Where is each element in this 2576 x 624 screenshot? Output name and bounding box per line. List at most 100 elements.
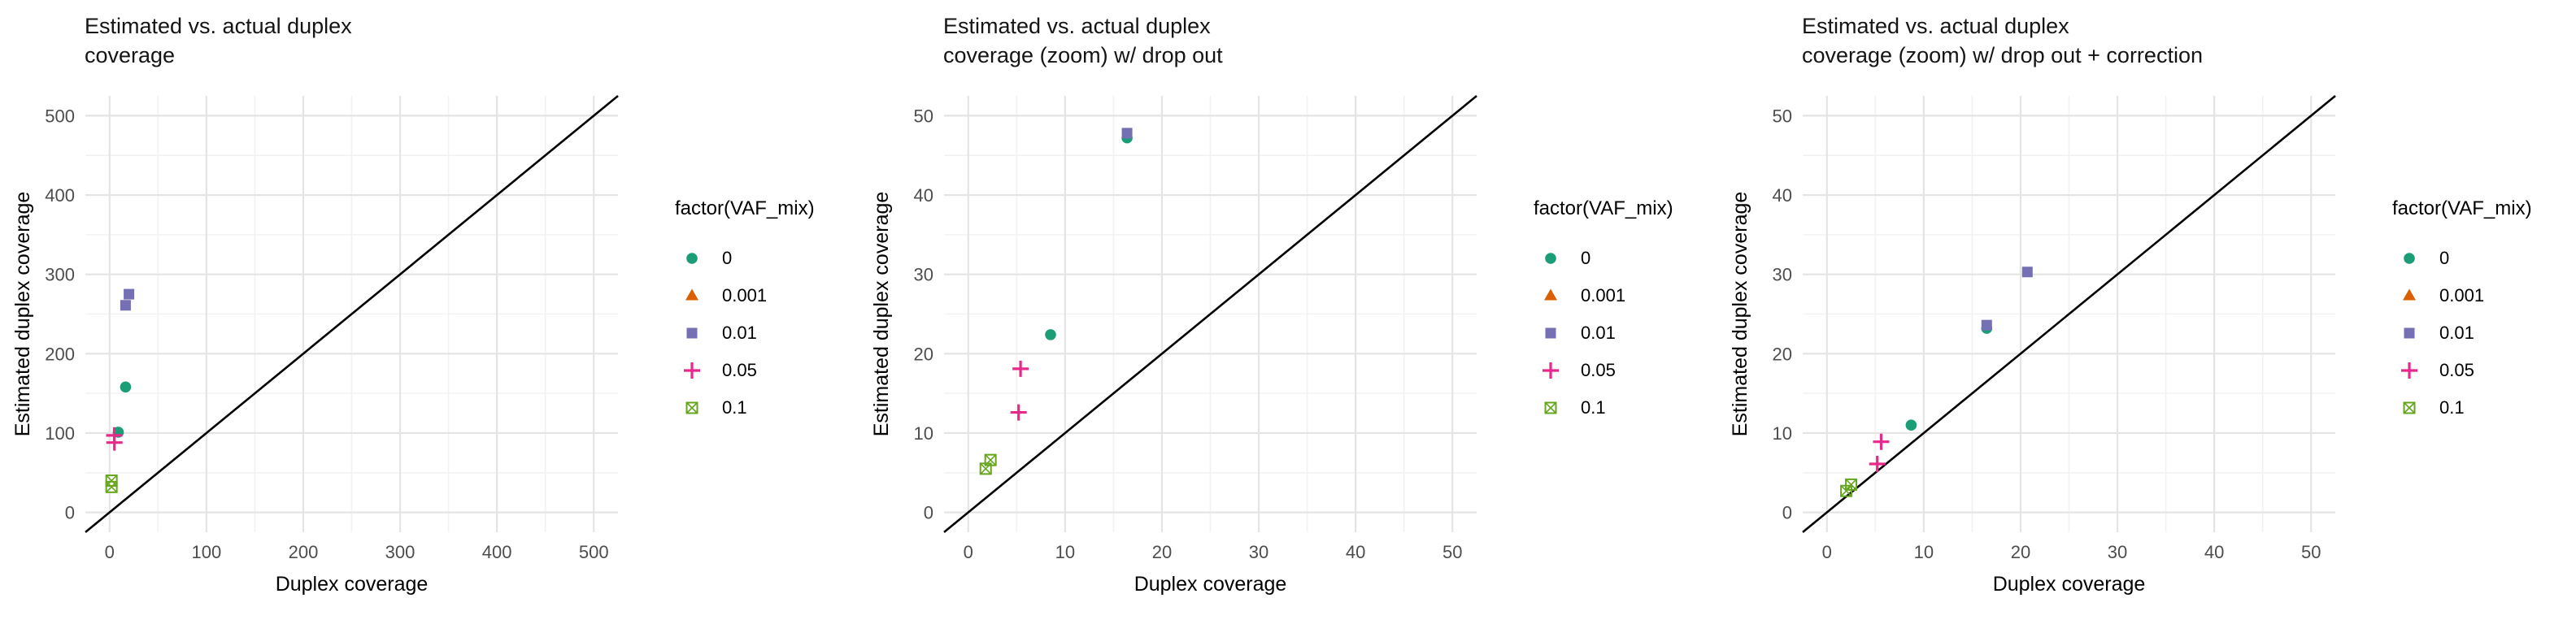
data-point	[1545, 253, 1556, 264]
legend-title: factor(VAF_mix)	[675, 197, 815, 219]
legend-title: factor(VAF_mix)	[2392, 197, 2532, 219]
data-point	[120, 381, 132, 393]
y-axis-title: Estimated duplex coverage	[1729, 192, 1751, 437]
x-tick-label: 0	[1822, 542, 1832, 562]
x-axis-title: Duplex coverage	[1993, 573, 2146, 596]
circle-legend-key-icon	[1545, 253, 1556, 264]
data-point	[2403, 401, 2416, 414]
x-tick-label: 40	[2204, 542, 2224, 562]
x-tick-label: 20	[1152, 542, 1172, 562]
boxed-x-legend-key-icon	[1544, 401, 1557, 414]
y-axis-title: Estimated duplex coverage	[870, 192, 893, 437]
legend-item: 0.01	[2392, 314, 2532, 352]
data-point	[1840, 484, 1853, 497]
grid-minor	[85, 96, 618, 532]
chart-title: Estimated vs. actual duplex coverage	[85, 14, 352, 67]
data-point	[105, 474, 118, 488]
legend-item-label: 0.05	[2439, 360, 2474, 380]
y-tick-label: 100	[45, 423, 75, 444]
x-tick-label: 30	[1249, 542, 1268, 562]
data-point	[1981, 319, 1992, 331]
legend-item-label: 0.1	[722, 397, 747, 418]
square-legend-key-icon	[1545, 327, 1556, 339]
circle-legend-key-icon	[2404, 253, 2415, 264]
legend-item-label: 0.001	[2439, 285, 2485, 306]
grid-major	[944, 96, 1477, 532]
y-tick-label: 30	[914, 265, 933, 285]
y-tick-label: 30	[1773, 265, 1792, 285]
legend: factor(VAF_mix) 0 0.001 0.01 0.05 0.1	[1534, 197, 1673, 427]
data-point	[2021, 266, 2033, 278]
x-tick-label: 0	[964, 542, 973, 562]
data-point	[2404, 327, 2415, 339]
square-legend-key-icon	[2404, 327, 2415, 339]
data-point	[2403, 288, 2416, 301]
data-point	[1544, 401, 1557, 414]
x-axis-title: Duplex coverage	[276, 573, 429, 596]
legend-item-label: 0.1	[2439, 397, 2465, 418]
x-tick-label: 100	[192, 542, 222, 562]
triangle-legend-key-icon	[1544, 288, 1557, 301]
x-tick-label: 0	[105, 542, 115, 562]
data-point	[106, 434, 123, 451]
x-tick-label: 40	[1346, 542, 1365, 562]
chart-duplex-coverage: Estimated vs. actual duplex coverage 0 10…	[0, 0, 859, 624]
y-tick-label: 400	[45, 185, 75, 206]
y-tick-label: 300	[45, 265, 75, 285]
data-point	[1873, 433, 1890, 450]
y-tick-label: 10	[1773, 423, 1792, 444]
chart-duplex-coverage-zoom-dropout-correction: Estimated vs. actual duplex coverage (zo…	[1717, 0, 2576, 624]
legend-item-label: 0.01	[1581, 323, 1616, 343]
data-point	[686, 253, 698, 264]
chart-title: Estimated vs. actual duplex coverage (zo…	[943, 14, 1223, 67]
y-tick-label: 500	[45, 106, 75, 126]
legend-item-label: 0.1	[1581, 397, 1606, 418]
y-tick-label: 0	[924, 503, 933, 523]
x-tick-label: 10	[1914, 542, 1934, 562]
legend-items: 0 0.001 0.01 0.05 0.1	[2392, 240, 2532, 427]
data-point	[2401, 362, 2417, 379]
legend-title: factor(VAF_mix)	[1534, 197, 1673, 219]
legend-item-label: 0.001	[722, 285, 768, 306]
identity-line	[85, 94, 619, 534]
legend-item-label: 0	[2439, 248, 2450, 268]
legend-item: 0.01	[675, 314, 815, 352]
legend-item: 0.001	[675, 277, 815, 314]
data-point	[105, 480, 118, 493]
legend-item: 0.1	[1534, 389, 1673, 427]
y-tick-label: 50	[1773, 106, 1792, 126]
x-tick-label: 400	[482, 542, 512, 562]
data-point	[685, 288, 698, 301]
x-axis-title: Duplex coverage	[1134, 573, 1287, 596]
chart-title: Estimated vs. actual duplex coverage (zo…	[1802, 14, 2203, 67]
y-tick-label: 10	[914, 423, 933, 444]
data-point	[684, 362, 700, 379]
grid-minor	[944, 96, 1477, 532]
legend-item-label: 0.05	[722, 360, 757, 380]
data-point	[686, 327, 698, 339]
plus-legend-key-icon	[2401, 362, 2417, 379]
data-point	[120, 300, 131, 311]
circle-legend-key-icon	[686, 253, 698, 264]
y-axis-title: Estimated duplex coverage	[11, 192, 34, 437]
data-point	[1905, 419, 1917, 431]
x-tick-label: 10	[1055, 542, 1075, 562]
legend-item-label: 0.05	[1581, 360, 1616, 380]
tick-labels: 0 10 20 30 40 50 0 10 20 30 40 50	[914, 106, 1463, 562]
grid-major	[1803, 96, 2335, 532]
data-point	[685, 401, 698, 414]
x-tick-label: 30	[2108, 542, 2127, 562]
scatter-panel: 0 10 20 30 40 50 0 10 20 30 40 50 Duplex coverage Est…	[1729, 94, 2336, 596]
legend-items: 0 0.001 0.01 0.05 0.1	[675, 240, 815, 427]
legend-item: 0.1	[2392, 389, 2532, 427]
legend-item: 0	[2392, 240, 2532, 277]
x-tick-label: 200	[289, 542, 319, 562]
legend-item-label: 0.01	[2439, 323, 2474, 343]
plus-legend-key-icon	[684, 362, 700, 379]
tick-labels: 0 100 200 300 400 500 0 100 200 300 400 500	[45, 106, 608, 562]
legend: factor(VAF_mix) 0 0.001 0.01 0.05 0.1	[2392, 197, 2532, 427]
data-point	[1012, 360, 1029, 377]
legend-item: 0.001	[2392, 277, 2532, 314]
y-tick-label: 0	[1782, 503, 1792, 523]
data-point	[1869, 456, 1886, 473]
